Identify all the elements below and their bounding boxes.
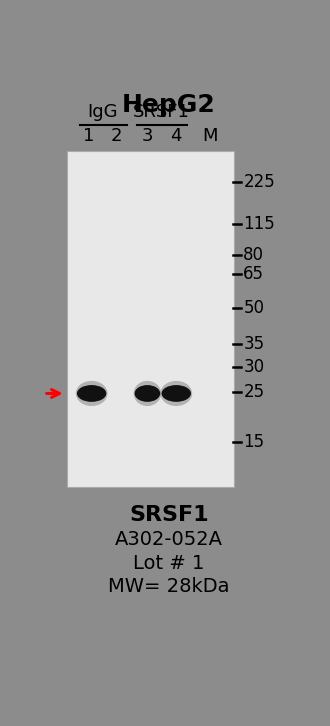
Text: M: M — [202, 127, 218, 145]
Bar — [67, 152, 234, 487]
Ellipse shape — [162, 385, 191, 402]
Text: HepG2: HepG2 — [122, 93, 216, 117]
Text: 2: 2 — [111, 127, 122, 145]
Ellipse shape — [76, 381, 108, 406]
Text: 65: 65 — [243, 266, 264, 283]
Text: 3: 3 — [142, 127, 153, 145]
Text: 80: 80 — [243, 246, 264, 264]
Text: 30: 30 — [243, 358, 264, 375]
Text: 35: 35 — [243, 335, 264, 354]
Text: SRSF1: SRSF1 — [133, 102, 190, 121]
Text: 25: 25 — [243, 383, 264, 401]
Ellipse shape — [160, 381, 192, 406]
Ellipse shape — [134, 381, 161, 406]
Text: Lot # 1: Lot # 1 — [133, 554, 205, 573]
Text: IgG: IgG — [87, 102, 118, 121]
Ellipse shape — [77, 385, 106, 402]
Text: 225: 225 — [243, 174, 275, 191]
Text: SRSF1: SRSF1 — [129, 505, 209, 525]
Text: 50: 50 — [243, 299, 264, 317]
Text: 115: 115 — [243, 215, 275, 233]
Ellipse shape — [135, 385, 160, 402]
Text: 4: 4 — [170, 127, 181, 145]
Text: A302-052A: A302-052A — [115, 531, 223, 550]
Text: 1: 1 — [83, 127, 94, 145]
Text: 15: 15 — [243, 433, 264, 451]
Text: MW= 28kDa: MW= 28kDa — [108, 577, 230, 596]
